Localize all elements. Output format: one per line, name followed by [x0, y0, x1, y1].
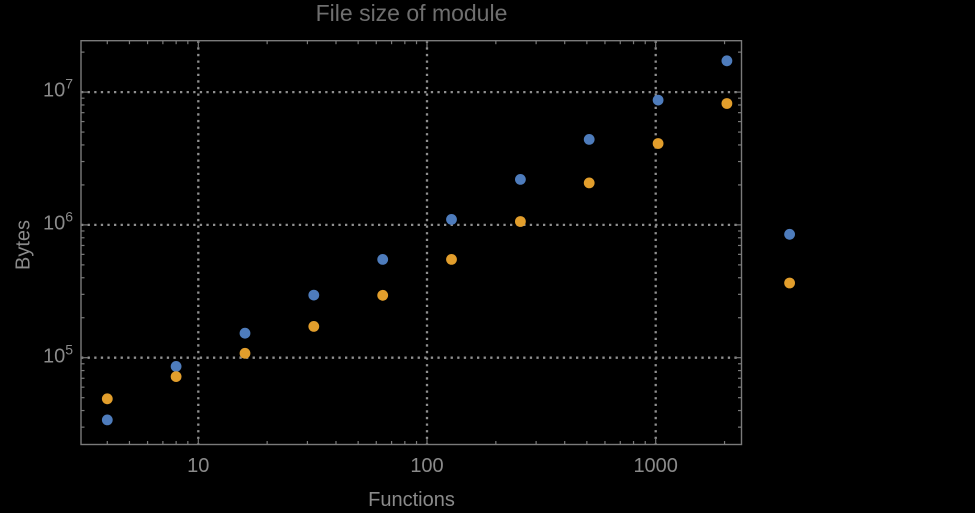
- y-axis-label: Bytes: [12, 219, 35, 271]
- plot-frame: [80, 40, 743, 446]
- y-tick-label: 107: [42, 75, 73, 102]
- data-point-blue: [652, 94, 664, 106]
- data-point-blue: [239, 327, 251, 339]
- data-point-orange: [784, 277, 795, 289]
- data-point-blue: [583, 134, 595, 145]
- data-point-orange: [239, 347, 251, 359]
- data-point-orange: [721, 98, 733, 109]
- y-tick-label: 105: [42, 341, 73, 368]
- data-point-orange: [652, 138, 664, 149]
- data-point-orange: [377, 289, 389, 301]
- data-point-orange: [583, 177, 595, 189]
- data-point-blue: [721, 55, 733, 67]
- data-point-blue: [101, 414, 113, 426]
- data-point-blue: [308, 289, 320, 301]
- data-point-orange: [515, 216, 526, 227]
- y-tick-label: 106: [42, 208, 73, 235]
- data-point-orange: [446, 254, 457, 265]
- data-point-blue: [515, 174, 526, 185]
- data-point-blue: [377, 254, 389, 265]
- data-point-orange: [308, 321, 320, 332]
- x-tick-label: 10: [187, 455, 210, 477]
- x-tick-label: 1000: [633, 455, 678, 477]
- data-point-blue: [446, 214, 457, 225]
- x-tick-label: 100: [410, 455, 444, 477]
- data-point-blue: [170, 361, 182, 372]
- chart-title: File size of module: [315, 0, 508, 26]
- data-point-orange: [170, 371, 182, 382]
- data-point-blue: [784, 228, 795, 240]
- data-point-orange: [101, 393, 113, 405]
- x-axis-label: Functions: [368, 489, 455, 511]
